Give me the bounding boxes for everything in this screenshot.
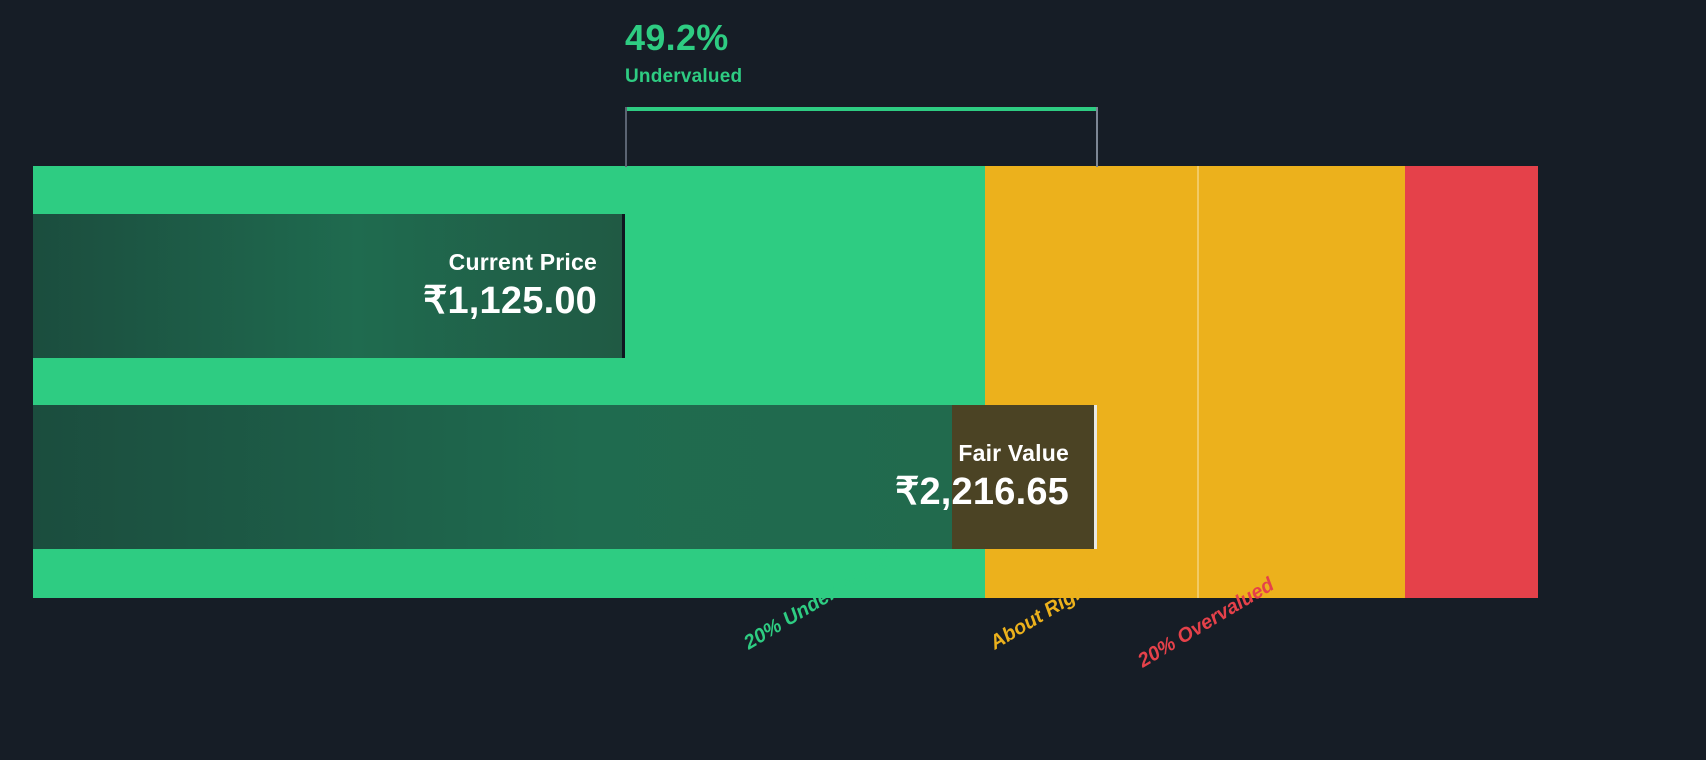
bar-fair-value-text: Fair Value ₹2,216.65 <box>895 441 1069 513</box>
zone-divider-about-right <box>1197 166 1199 598</box>
bar-fair-value-value: ₹2,216.65 <box>895 470 1069 513</box>
valuation-percent: 49.2% <box>625 17 729 58</box>
bar-fair-value-olive-segment <box>952 405 1094 549</box>
bar-current-price-text: Current Price ₹1,125.00 <box>423 250 597 322</box>
bar-fair-value-label: Fair Value <box>958 440 1069 467</box>
callout-bracket-top-rule <box>625 107 1098 111</box>
bar-current-price-value: ₹1,125.00 <box>423 279 597 322</box>
callout-bracket-right-tick <box>1096 107 1098 167</box>
bar-current-price[interactable]: Current Price ₹1,125.00 <box>33 214 625 358</box>
bar-current-price-label: Current Price <box>448 249 597 276</box>
zone-overvalued <box>1405 166 1538 598</box>
callout-bracket-left-tick <box>625 107 627 167</box>
bar-fair-value[interactable]: Fair Value ₹2,216.65 <box>33 405 1097 549</box>
bar-fair-value-green-segment <box>33 405 952 549</box>
valuation-callout: 49.2% Undervalued <box>625 17 743 87</box>
valuation-verdict: Undervalued <box>625 66 743 87</box>
